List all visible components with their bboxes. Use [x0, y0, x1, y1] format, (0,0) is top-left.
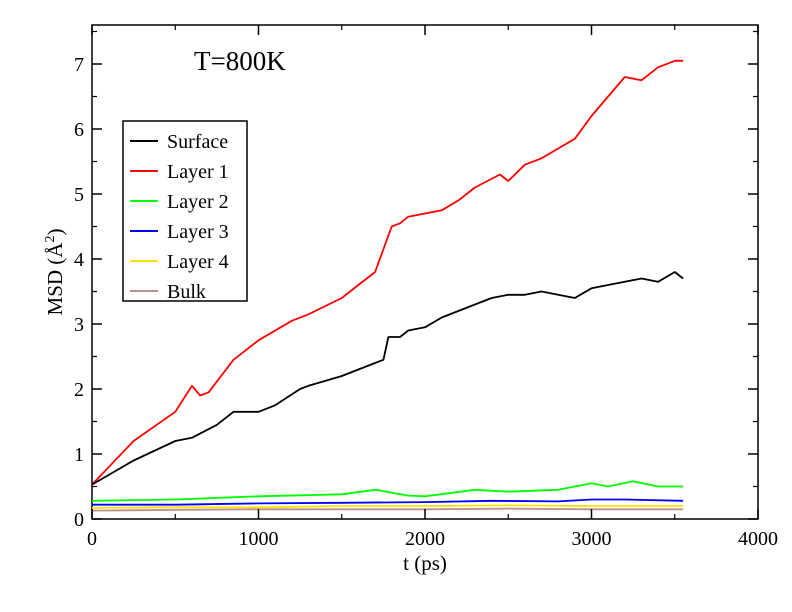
- series-line-layer-1: [91, 59, 684, 486]
- series-line-layer-3: [92, 498, 684, 506]
- legend-label-layer-1: Layer 1: [167, 161, 229, 183]
- y-axis-label-close: ): [43, 229, 67, 236]
- x-axis-label: t (ps): [403, 551, 447, 575]
- series-line-surface: [91, 271, 684, 486]
- y-axis-label-unit: Å: [43, 242, 67, 258]
- x-tick-label: 2000: [405, 528, 445, 550]
- legend-box: [122, 120, 248, 302]
- y-axis-label-base: MSD (: [43, 258, 67, 316]
- series-line-layer-4: [91, 504, 684, 509]
- y-axis-label: MSD (Å2): [43, 229, 67, 316]
- x-tick-label: 0: [87, 528, 97, 550]
- legend: Surface Layer 1 Layer 2 Layer 3 Layer 4 Bulk: [122, 120, 248, 303]
- y-tick-label: 1: [74, 444, 84, 466]
- y-tick-label: 2: [74, 379, 84, 401]
- series-line-bulk: [91, 507, 684, 512]
- x-tick-label: 3000: [572, 528, 612, 550]
- legend-label-layer-3: Layer 3: [167, 221, 229, 243]
- legend-label-layer-2: Layer 2: [167, 191, 229, 213]
- legend-label-surface: Surface: [167, 131, 228, 153]
- x-tick-label: 1000: [239, 528, 279, 550]
- legend-label-bulk: Bulk: [167, 281, 206, 303]
- y-tick-label: 6: [74, 119, 84, 141]
- legend-label-layer-4: Layer 4: [167, 251, 229, 273]
- y-tick-label: 0: [74, 509, 84, 531]
- x-tick-label: 4000: [738, 528, 778, 550]
- y-axis-label-sup: 2: [43, 236, 58, 243]
- y-tick-label: 7: [74, 54, 84, 76]
- y-tick-label: 4: [74, 249, 84, 271]
- y-tick-label: 3: [74, 314, 84, 336]
- ticks-layer: 0 1000 2000 3000 4000 0 1 2 3 4 5 6 7: [74, 25, 778, 550]
- series-layer: [91, 59, 684, 512]
- chart-title: T=800K: [194, 46, 286, 76]
- series-line-layer-2: [91, 480, 684, 502]
- y-tick-label: 5: [74, 184, 84, 206]
